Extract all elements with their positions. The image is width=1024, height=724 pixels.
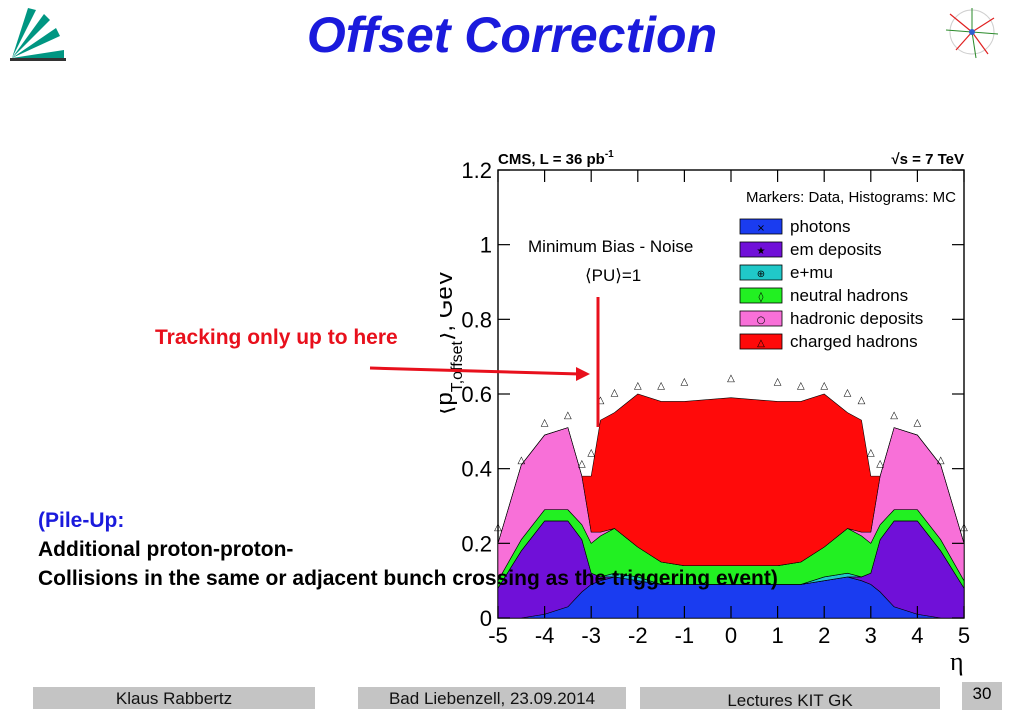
axes: 0 0.2 0.4 0.6 0.8 1 1.2 -5 -4 -3 -2 -1 0 1 2 3 4 5 [461, 158, 970, 648]
x-tick-label: 1 [771, 623, 783, 648]
tracking-annotation: Tracking only up to here [155, 326, 398, 349]
x-tick-label: 0 [725, 623, 737, 648]
x-tick-label: -3 [581, 623, 601, 648]
data-marker: △ [797, 380, 805, 391]
collision-event-logo [942, 4, 1002, 60]
pileup-explanation: (Pile-Up: Additional proton-proton- Coll… [38, 506, 778, 593]
pileup-line-2: Additional proton-proton- [38, 538, 294, 561]
footer-venue: Bad Liebenzell, 23.09.2014 [358, 687, 626, 709]
tracking-arrow [369, 366, 590, 381]
pileup-line-1: (Pile-Up: [38, 509, 125, 532]
x-tick-label: 3 [865, 623, 877, 648]
data-marker: △ [494, 522, 502, 533]
data-marker: △ [587, 447, 595, 458]
x-tick-label: 4 [911, 623, 923, 648]
data-marker: △ [611, 388, 619, 399]
chart-title-right: √s = 7 TeV [891, 151, 964, 168]
x-tick-label: -2 [628, 623, 648, 648]
data-marker: △ [937, 455, 945, 466]
y-tick-label: 0 [480, 606, 492, 631]
y-tick-label: 1 [480, 233, 492, 258]
data-marker: △ [634, 380, 642, 391]
footer-author: Klaus Rabbertz [33, 687, 315, 709]
page-number: 30 [962, 682, 1002, 710]
data-marker: △ [960, 522, 968, 533]
data-marker: △ [914, 418, 922, 429]
legend-marker: △ [757, 338, 765, 349]
minimum-bias-label: Minimum Bias - Noise [528, 237, 693, 256]
pileup-count-label: ⟨PU⟩=1 [585, 266, 641, 285]
slide-title: Offset Correction [306, 7, 718, 63]
legend: × photons ★ em deposits ⊕ e+mu ◊ neutral hadron… [739, 217, 923, 351]
legend-marker: ○ [757, 315, 766, 326]
legend-label: em deposits [790, 240, 882, 259]
legend-label: neutral hadrons [790, 286, 908, 305]
y-tick-label: 1.2 [461, 158, 492, 183]
data-marker: △ [820, 380, 828, 391]
data-marker: △ [681, 377, 689, 388]
kit-logo [6, 6, 68, 64]
x-tick-label: -5 [488, 623, 508, 648]
legend-swatch [739, 264, 783, 281]
pileup-line-3: Collisions in the same or adjacent bunch… [38, 567, 778, 590]
legend-swatch [739, 333, 783, 350]
legend-marker: ★ [757, 246, 766, 257]
offset-chart: △△△△△△△△△ △ △ △ △ △ △△△△△△△△△ 00.20.40.60.811.… [440, 149, 970, 676]
data-marker: △ [876, 459, 884, 470]
data-marker: △ [541, 418, 549, 429]
data-marker: △ [564, 410, 572, 421]
legend-swatch [739, 218, 783, 235]
y-tick-label: 0.2 [461, 531, 492, 556]
x-tick-label: 2 [818, 623, 830, 648]
data-marker: △ [890, 410, 898, 421]
legend-label: e+mu [790, 263, 833, 282]
data-marker: △ [578, 459, 586, 470]
marker-note: Markers: Data, Histograms: MC [746, 189, 956, 206]
data-marker: △ [858, 395, 866, 406]
legend-marker: ⊕ [757, 269, 765, 280]
legend-marker: × [757, 223, 765, 234]
legend-label: hadronic deposits [790, 309, 923, 328]
x-tick-label: -4 [535, 623, 555, 648]
data-marker: △ [597, 395, 605, 406]
data-markers: △△△△△△△△△ △ △ △ △ △ △△△△△△△△△ [494, 373, 968, 533]
chart-title-left: CMS, L = 36 pb-1 [498, 149, 614, 168]
x-tick-label: -1 [675, 623, 695, 648]
svg-text:⟨pT,offset⟩, GeV: ⟨pT,offset⟩, GeV [440, 270, 466, 415]
legend-swatch [739, 241, 783, 258]
x-axis-label: η [950, 647, 964, 676]
legend-swatch [739, 310, 783, 327]
y-tick-label: 0.6 [461, 382, 492, 407]
data-marker: △ [517, 455, 525, 466]
data-marker: △ [867, 447, 875, 458]
legend-label: charged hadrons [790, 332, 918, 351]
y-tick-label: 0.8 [461, 307, 492, 332]
y-axis-label: ⟨pT,offset⟩, GeV [440, 270, 466, 415]
x-tick-label: 5 [958, 623, 970, 648]
legend-marker: ◊ [759, 291, 764, 303]
footer-series: Lectures KIT GK [640, 687, 940, 710]
data-marker: △ [774, 377, 782, 388]
legend-swatch [739, 287, 783, 304]
legend-label: photons [790, 217, 851, 236]
stacked-areas [497, 393, 965, 619]
data-marker: △ [844, 388, 852, 399]
y-tick-label: 0.4 [461, 457, 492, 482]
data-marker: △ [727, 373, 735, 384]
data-marker: △ [657, 380, 665, 391]
